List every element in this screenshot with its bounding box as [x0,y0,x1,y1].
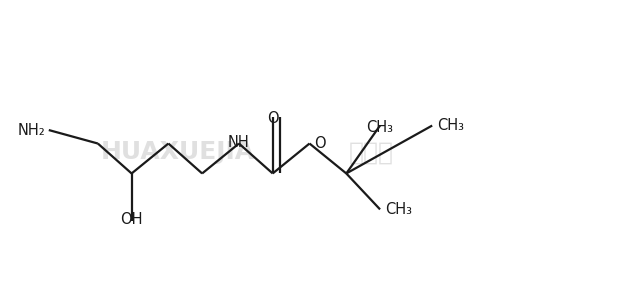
Text: CH₃: CH₃ [385,202,412,217]
Text: NH₂: NH₂ [18,123,46,138]
Text: CH₃: CH₃ [366,120,394,135]
Text: O: O [267,111,279,126]
Text: 化学加: 化学加 [348,141,393,164]
Text: HUAXUEJIA: HUAXUEJIA [100,141,254,164]
Text: NH: NH [228,135,250,149]
Text: CH₃: CH₃ [437,118,464,133]
Text: OH: OH [120,212,143,227]
Text: O: O [314,136,326,151]
